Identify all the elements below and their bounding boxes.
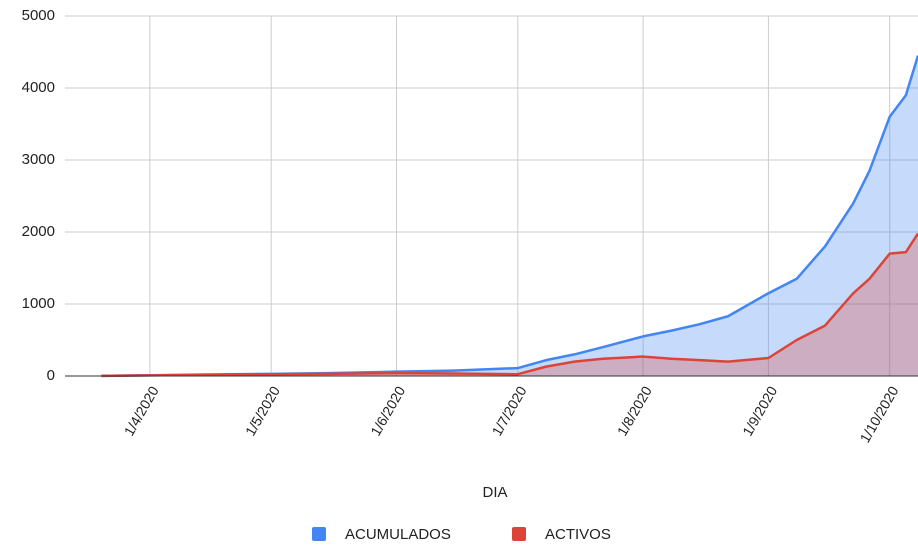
y-tick-label: 1000 (22, 295, 55, 312)
y-tick-label: 4000 (22, 79, 55, 96)
x-tick-label: 1/8/2020 (614, 383, 655, 438)
legend-label: ACTIVOS (545, 526, 611, 543)
area (101, 55, 918, 376)
legend-swatch (512, 527, 526, 541)
x-tick-label: 1/9/2020 (739, 383, 780, 438)
x-tick-label: 1/4/2020 (121, 383, 162, 438)
x-tick-label: 1/7/2020 (488, 383, 529, 438)
y-tick-label: 3000 (22, 151, 55, 168)
legend-label: ACUMULADOS (345, 526, 451, 543)
y-tick-label: 2000 (22, 223, 55, 240)
x-axis-title: DIA (482, 484, 507, 501)
legend-swatch (312, 527, 326, 541)
x-tick-label: 1/5/2020 (242, 383, 283, 438)
area (101, 233, 918, 376)
x-tick-label: 1/10/2020 (857, 383, 902, 445)
x-tick-label: 1/6/2020 (367, 383, 408, 438)
line (101, 232, 918, 378)
y-tick-label: 0 (47, 367, 55, 384)
y-tick-label: 5000 (22, 7, 55, 24)
